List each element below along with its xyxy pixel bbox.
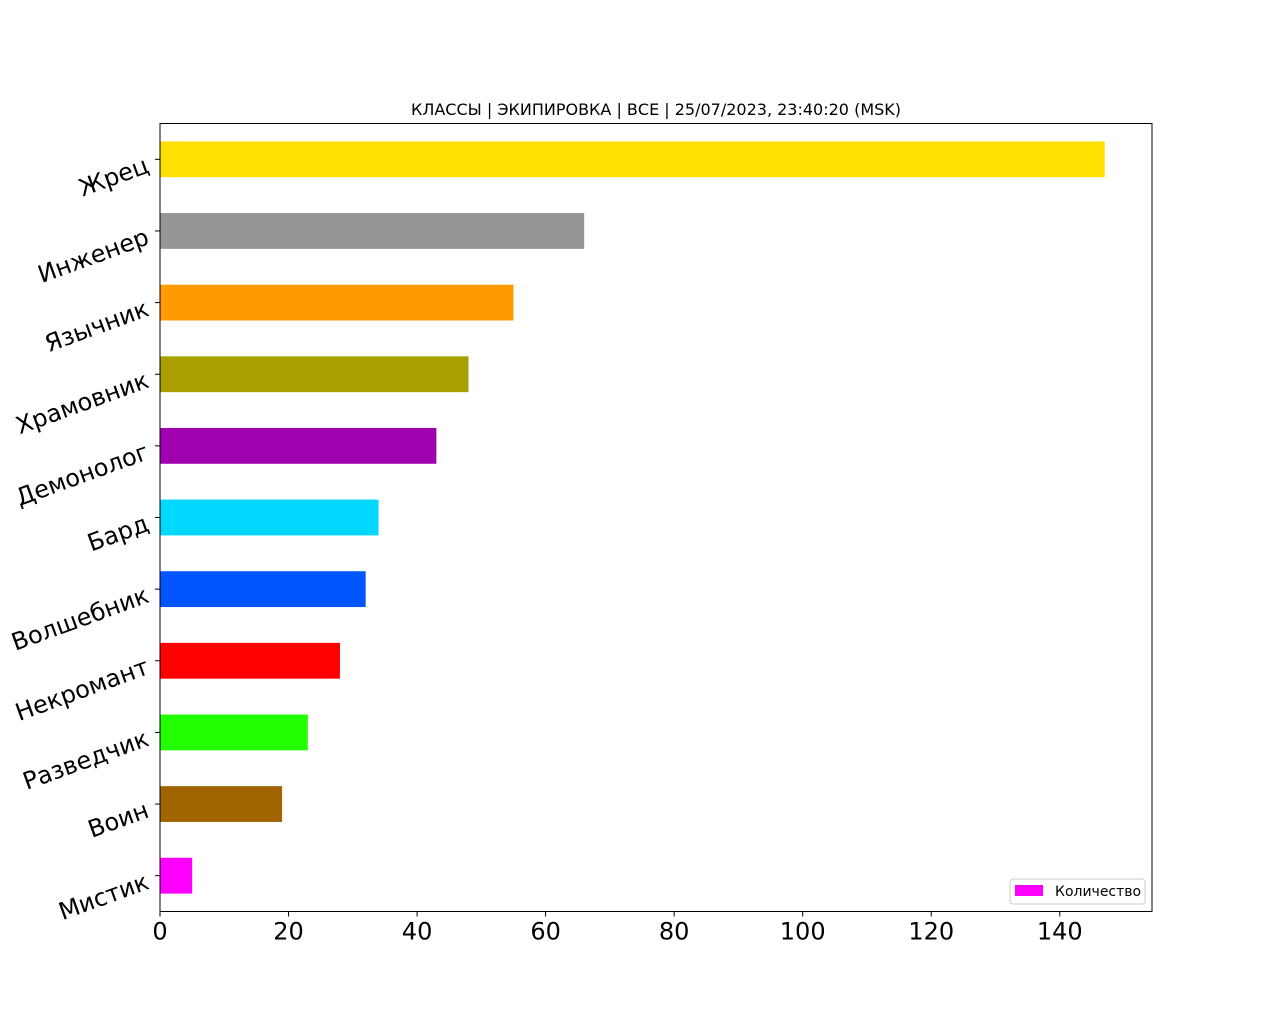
x-tick-label: 40 — [402, 918, 433, 946]
bar — [160, 714, 308, 751]
y-tick-label: Бард — [84, 509, 153, 557]
plot-frame — [159, 123, 1153, 912]
x-tick-label: 140 — [1037, 918, 1083, 946]
bar — [160, 642, 340, 679]
y-tick-label: Храмовник — [12, 366, 152, 440]
bar — [160, 213, 585, 249]
y-tick-label: Разведчик — [19, 724, 152, 795]
x-tick-label: 20 — [273, 918, 304, 946]
bar — [160, 427, 437, 464]
chart-title: КЛАССЫ | ЭКИПИРОВКА | ВСЕ | 25/07/2023, … — [411, 100, 901, 119]
x-tick-label: 0 — [152, 918, 167, 946]
legend-box — [1009, 878, 1146, 905]
y-tick-label: Инженер — [34, 223, 152, 289]
y-tick-label: Жрец — [75, 151, 152, 202]
y-tick-label: Волшебник — [8, 581, 153, 656]
x-tick-label: 100 — [780, 918, 826, 946]
bar — [160, 571, 366, 608]
y-tick-label: Некромант — [12, 653, 153, 727]
bar — [160, 141, 1105, 178]
legend-swatch — [1015, 885, 1043, 896]
bar — [160, 356, 469, 393]
y-tick-label: Демонолог — [12, 438, 152, 512]
bar — [160, 284, 514, 321]
legend-label: Количество — [1055, 884, 1141, 900]
x-tick-label: 80 — [659, 918, 690, 946]
y-tick-label: Мистик — [55, 868, 153, 926]
x-tick-label: 120 — [908, 918, 954, 946]
bars-group — [160, 141, 1105, 894]
bar — [160, 499, 379, 536]
y-tick-label: Воин — [84, 796, 152, 844]
bar — [160, 857, 193, 894]
legend: Количество — [1009, 878, 1146, 905]
x-tick-label: 60 — [530, 918, 561, 946]
x-axis-ticks: 0 20 40 60 80 100 120 140 — [152, 911, 1083, 946]
bar — [160, 786, 283, 822]
y-tick-label: Язычник — [41, 294, 152, 357]
